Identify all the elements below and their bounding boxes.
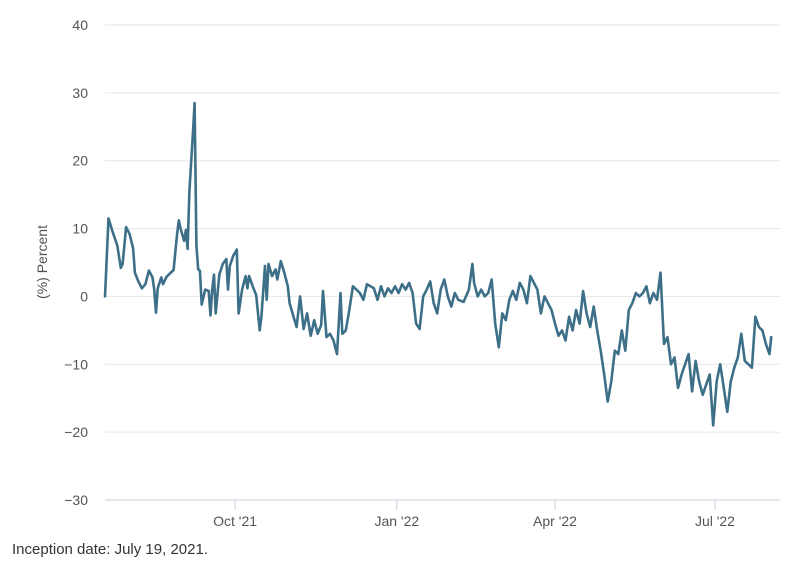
x-tick-label: Apr '22: [533, 513, 577, 529]
y-tick-label: −10: [64, 356, 88, 372]
y-tick-label: −20: [64, 424, 88, 440]
y-tick-label: 0: [80, 288, 88, 304]
x-axis-ticks: Oct '21 Jan '22 Apr '22 Jul '22: [213, 500, 735, 529]
y-axis-title: (%) Percent: [34, 225, 50, 299]
y-tick-label: −30: [64, 492, 88, 508]
y-tick-label: 40: [72, 17, 88, 33]
gridlines: [105, 24, 780, 433]
y-axis-ticks: −30 −20 −10 0 10 20 30 40: [64, 17, 88, 508]
y-tick-label: 20: [72, 153, 88, 169]
x-tick-label: Jul '22: [695, 513, 735, 529]
performance-line-chart: −30 −20 −10 0 10 20 30 40 Oct '21 Jan '22 Apr '22…: [34, 17, 780, 529]
inception-date-note: Inception date: July 19, 2021.: [12, 541, 208, 558]
y-tick-label: 10: [72, 221, 88, 237]
series-line: [103, 101, 773, 427]
x-tick-label: Jan '22: [374, 513, 419, 529]
y-tick-label: 30: [72, 85, 88, 101]
x-tick-label: Oct '21: [213, 513, 257, 529]
